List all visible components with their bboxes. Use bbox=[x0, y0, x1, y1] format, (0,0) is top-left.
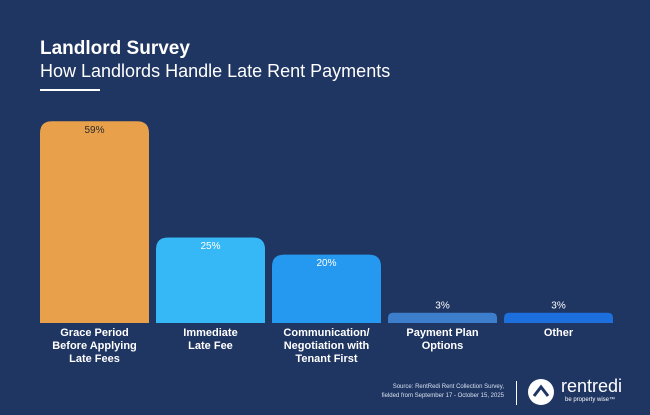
logo-tagline: be property wise™ bbox=[565, 397, 616, 403]
value-label: 3% bbox=[551, 300, 566, 311]
category-label: Other bbox=[543, 327, 574, 339]
value-label: 59% bbox=[84, 125, 104, 136]
bar bbox=[388, 312, 497, 323]
category-label: Communication/ Negotiation with Tenant F… bbox=[283, 327, 370, 365]
value-label: 25% bbox=[200, 241, 220, 252]
value-label: 3% bbox=[435, 300, 450, 311]
chart-title: Landlord Survey bbox=[40, 38, 190, 59]
chart-subtitle: How Landlords Handle Late Rent Payments bbox=[40, 61, 391, 81]
title-rule bbox=[40, 89, 100, 91]
separator bbox=[516, 381, 517, 405]
bar bbox=[504, 312, 613, 323]
bar bbox=[156, 237, 265, 323]
plot: 59% 25% 20% 3% 3% bbox=[40, 121, 613, 323]
bar bbox=[272, 254, 381, 323]
category-label: Grace Period Before Applying Late Fees bbox=[52, 327, 137, 365]
bar bbox=[40, 121, 149, 323]
value-label: 20% bbox=[316, 258, 336, 269]
logo-icon bbox=[528, 379, 554, 405]
category-label: Immediate Late Fee bbox=[183, 327, 238, 352]
logo-name: rentredi bbox=[561, 376, 623, 396]
source-note: Source: RentRedi Rent Collection Survey,… bbox=[381, 384, 504, 399]
category-label: Payment Plan Options bbox=[406, 327, 479, 352]
